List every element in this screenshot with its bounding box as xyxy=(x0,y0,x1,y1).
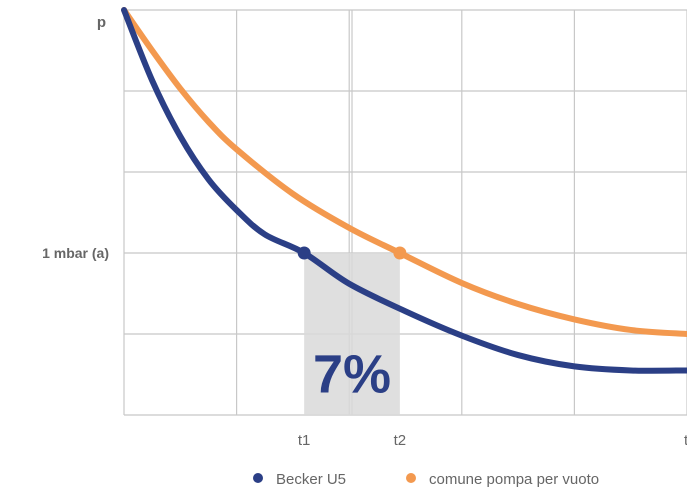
series-line-0 xyxy=(124,10,687,371)
legend: Becker U5 comune pompa per vuoto xyxy=(253,471,599,488)
intersection-marker-1 xyxy=(298,247,311,260)
series-lines xyxy=(124,10,687,371)
percentage-label: 7% xyxy=(313,344,391,404)
grid xyxy=(124,10,687,415)
x-tick-label-t1: t1 xyxy=(298,432,311,449)
reference-level-label: 1 mbar (a) xyxy=(42,245,109,261)
legend-label-comune-pompa: comune pompa per vuoto xyxy=(429,471,599,488)
y-axis-label: p xyxy=(97,14,106,31)
legend-label-becker-u5: Becker U5 xyxy=(276,471,346,488)
intersection-marker-2 xyxy=(393,247,406,260)
legend-marker-comune-pompa xyxy=(406,473,416,483)
legend-marker-becker-u5 xyxy=(253,473,263,483)
x-tick-label-t2: t2 xyxy=(394,432,407,449)
